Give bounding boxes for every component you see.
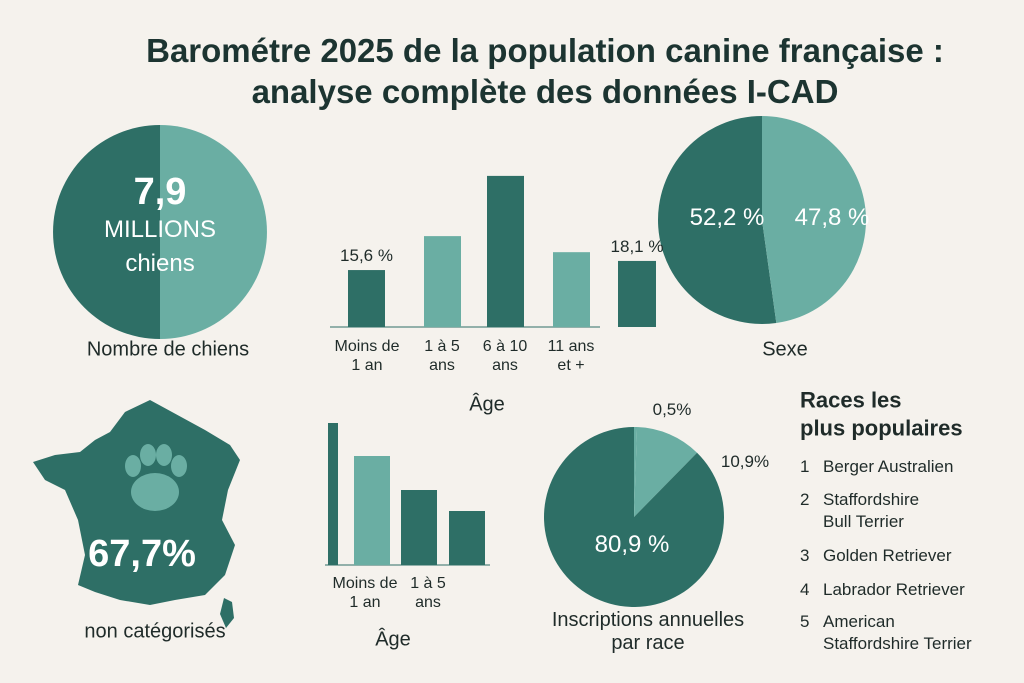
bar: [553, 252, 590, 327]
slice-label: 80,9 %: [594, 531, 670, 559]
category-label: Moins de 1 an: [332, 574, 398, 611]
chart-caption: Sexe: [762, 338, 808, 361]
bar: [354, 456, 390, 565]
breeds-heading: plus populaires: [800, 415, 963, 441]
bar: [449, 511, 485, 565]
breeds-heading: Races les: [800, 387, 902, 413]
count-unit: MILLIONS: [103, 216, 217, 244]
category-label: 1 à 5 ans: [410, 574, 446, 611]
bar: [328, 423, 338, 565]
bar: [401, 490, 437, 565]
breed-name: Bull Terrier: [823, 512, 904, 532]
x-axis-label: Âge: [375, 628, 411, 651]
paw-icon: [125, 444, 187, 511]
breed-rank: 5: [800, 612, 810, 632]
breed-name: Berger Australien: [823, 457, 954, 477]
pie-slice: [544, 427, 724, 607]
x-axis-label: Âge: [469, 393, 505, 416]
count-caption: Nombre de chiens: [86, 338, 250, 361]
count-disc-right: [160, 125, 267, 339]
breed-name: American: [823, 612, 895, 632]
slice-label: 52,2 %: [689, 204, 765, 232]
bar: [348, 270, 385, 327]
slice-label: 0,5%: [652, 400, 692, 420]
page-title: Barométre 2025 de la population canine f…: [146, 31, 944, 110]
value-label: 18,1 %: [610, 237, 664, 257]
category-label: 11 ans et +: [547, 337, 595, 374]
category-label: 1 à 5 ans: [424, 337, 460, 374]
breed-rank: 1: [800, 457, 810, 477]
breed-rank: 3: [800, 546, 810, 566]
uncategorized-value: 67,7%: [88, 533, 196, 576]
slice-label: 10,9%: [720, 452, 770, 472]
breed-rank: 2: [800, 490, 810, 510]
pie-slice: [658, 116, 777, 324]
category-label: Moins de 1 an: [334, 337, 400, 374]
slice-label: 47,8 %: [794, 204, 870, 232]
count-noun: chiens: [125, 250, 195, 278]
breed-name: Labrador Retriever: [823, 580, 965, 600]
bar: [618, 260, 656, 327]
chart-caption: Inscriptions annuelles par race: [551, 609, 745, 654]
pie-slice: [634, 427, 638, 517]
count-value: 7,9: [133, 171, 187, 214]
bar: [424, 236, 461, 327]
bar: [487, 175, 524, 327]
pie-slice: [762, 116, 867, 324]
breed-name: Staffordshire: [823, 490, 920, 510]
uncategorized-caption: non catégorisés: [84, 620, 226, 643]
pie-slice: [634, 427, 698, 517]
value-label: 15,6 %: [340, 246, 393, 266]
corsica: [220, 598, 234, 628]
breed-rank: 4: [800, 580, 810, 600]
category-label: 6 à 10 ans: [482, 337, 528, 374]
count-disc-left: [53, 125, 160, 339]
breed-name: Staffordshire Terrier: [823, 634, 972, 654]
breed-name: Golden Retriever: [823, 546, 952, 566]
